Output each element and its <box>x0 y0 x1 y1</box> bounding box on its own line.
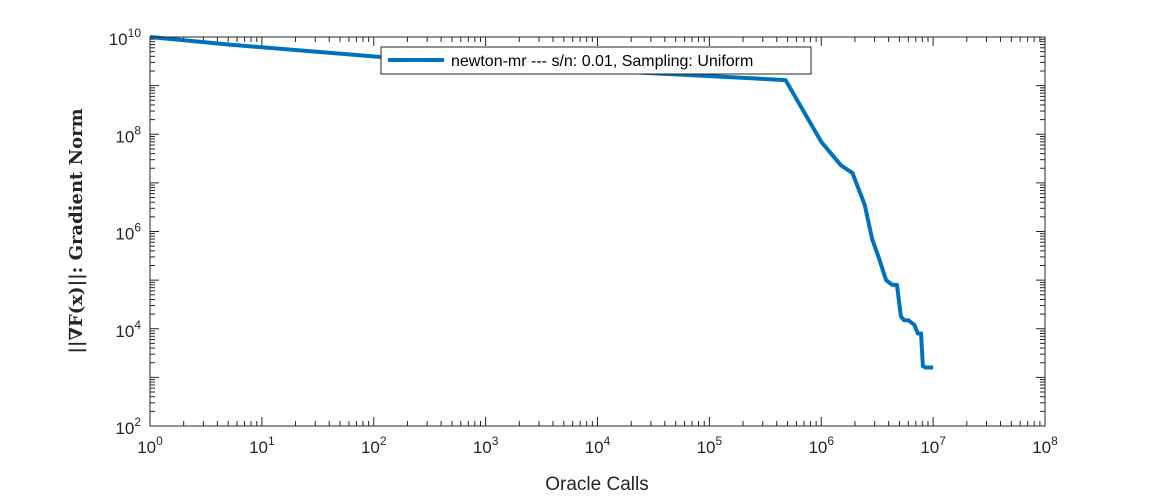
y-tick-label: 104 <box>115 318 141 341</box>
y-tick-label: 106 <box>115 221 141 244</box>
x-tick-label: 108 <box>1032 434 1058 457</box>
y-tick-label: 108 <box>115 123 141 146</box>
y-tick-labels: 102 104 106 108 1010 <box>109 26 142 438</box>
x-axis-title: Oracle Calls <box>545 474 648 495</box>
legend: newton-mr --- s/n: 0.01, Sampling: Unifo… <box>380 46 812 75</box>
plot-area <box>150 37 1045 426</box>
x-tick-label: 106 <box>808 434 834 457</box>
y-axis-title: ||∇F(x)||: Gradient Norm <box>66 108 87 353</box>
y-tick-label: 1010 <box>109 26 142 49</box>
x-tick-label: 101 <box>249 434 275 457</box>
y-ticks <box>150 38 1045 427</box>
x-ticks <box>149 37 1041 426</box>
x-tick-label: 107 <box>920 434 946 457</box>
x-tick-label: 104 <box>585 434 611 457</box>
legend-box <box>380 46 812 75</box>
x-tick-label: 102 <box>361 434 387 457</box>
x-tick-labels: 100 101 102 103 104 105 106 107 108 <box>137 434 1058 457</box>
x-tick-label: 103 <box>473 434 499 457</box>
legend-label: newton-mr --- s/n: 0.01, Sampling: Unifo… <box>451 53 753 70</box>
x-tick-label: 105 <box>697 434 723 457</box>
y-tick-label: 102 <box>115 415 141 438</box>
x-tick-label: 100 <box>137 434 163 457</box>
plot-frame <box>149 36 1046 427</box>
